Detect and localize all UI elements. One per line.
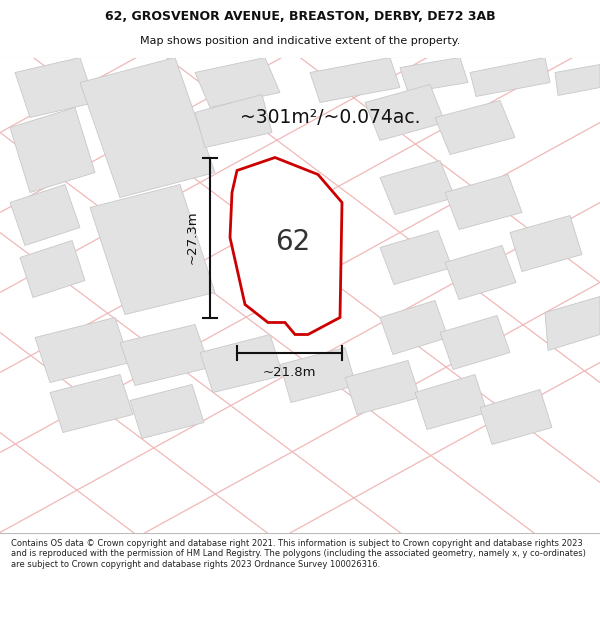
Text: ~301m²/~0.074ac.: ~301m²/~0.074ac. (240, 108, 421, 127)
Polygon shape (10, 107, 95, 192)
Text: Map shows position and indicative extent of the property.: Map shows position and indicative extent… (140, 36, 460, 46)
Polygon shape (280, 348, 356, 403)
Polygon shape (310, 58, 400, 102)
Polygon shape (365, 84, 445, 141)
Polygon shape (80, 58, 215, 198)
Polygon shape (200, 334, 283, 392)
Polygon shape (480, 389, 552, 444)
Polygon shape (50, 374, 133, 432)
Polygon shape (230, 158, 342, 334)
Polygon shape (120, 324, 210, 386)
Text: 62: 62 (275, 229, 311, 256)
Polygon shape (90, 184, 215, 314)
Polygon shape (380, 301, 448, 354)
Polygon shape (15, 58, 95, 118)
Text: 62, GROSVENOR AVENUE, BREASTON, DERBY, DE72 3AB: 62, GROSVENOR AVENUE, BREASTON, DERBY, D… (104, 9, 496, 22)
Polygon shape (10, 184, 80, 246)
Polygon shape (345, 361, 420, 414)
Polygon shape (555, 64, 600, 96)
Polygon shape (445, 246, 516, 299)
Polygon shape (130, 384, 204, 439)
Polygon shape (445, 174, 522, 229)
Polygon shape (380, 161, 455, 214)
Polygon shape (435, 101, 515, 154)
Polygon shape (440, 316, 510, 369)
Polygon shape (470, 58, 550, 96)
Polygon shape (415, 374, 487, 429)
Polygon shape (20, 241, 85, 298)
Text: Contains OS data © Crown copyright and database right 2021. This information is : Contains OS data © Crown copyright and d… (11, 539, 586, 569)
Polygon shape (195, 94, 272, 148)
Polygon shape (380, 231, 452, 284)
Polygon shape (545, 296, 600, 351)
Text: ~27.3m: ~27.3m (185, 211, 199, 264)
Polygon shape (510, 216, 582, 271)
Polygon shape (35, 318, 130, 382)
Text: ~21.8m: ~21.8m (263, 366, 316, 379)
Polygon shape (400, 58, 468, 92)
Polygon shape (195, 58, 280, 108)
